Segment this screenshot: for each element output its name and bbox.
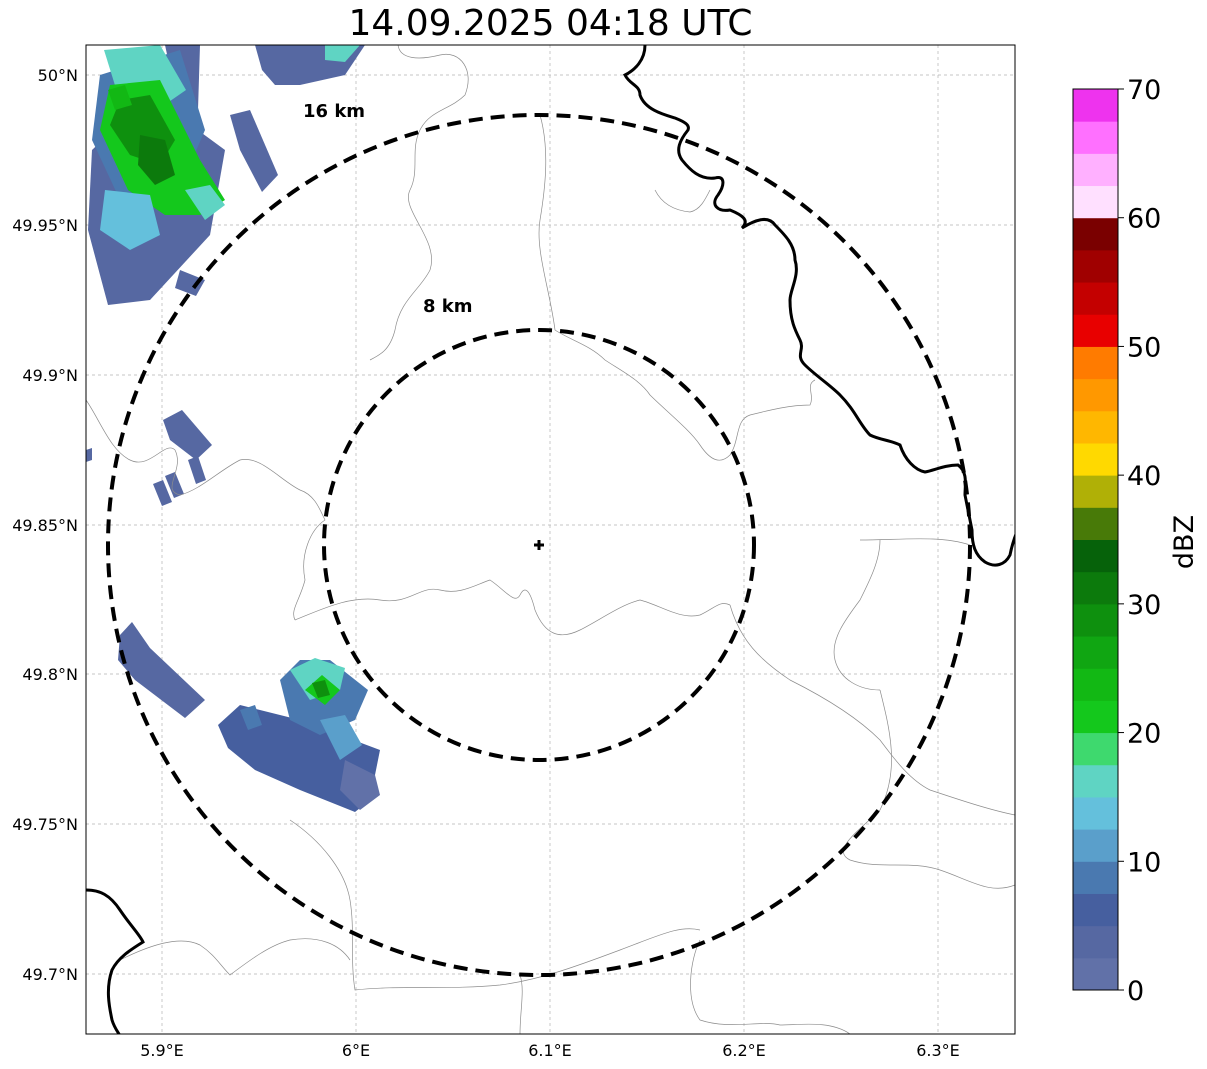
colorbar-swatch	[1073, 89, 1118, 122]
colorbar-frame	[1072, 88, 1119, 991]
colorbar-tick-label: 20	[1127, 719, 1161, 750]
colorbar-ticks: 0 10 20 30 40 50 60 70	[1118, 75, 1161, 1007]
colorbar-swatch	[1073, 185, 1118, 219]
colorbar-swatch	[1073, 700, 1118, 734]
range-ring-label-16km: 16 km	[303, 101, 365, 122]
colorbar-tick-label: 70	[1127, 75, 1161, 106]
map-title: 14.09.2025 04:18 UTC	[348, 3, 753, 44]
colorbar-swatch	[1073, 603, 1118, 637]
range-ring-16km	[106, 113, 972, 977]
map-frame	[85, 44, 1016, 1035]
lat-tick-label: 49.9°N	[22, 366, 78, 385]
colorbar-tick-label: 40	[1127, 461, 1161, 492]
colorbar-tick-label: 10	[1127, 847, 1161, 878]
lat-tick-label: 49.8°N	[22, 665, 78, 684]
lat-tick-label: 49.75°N	[12, 815, 78, 834]
colorbar-swatch	[1073, 153, 1118, 187]
lon-tick-label: 6°E	[342, 1041, 370, 1060]
colorbar: 0 10 20 30 40 50 60 70 dBZ	[1072, 75, 1200, 1007]
colorbar-swatch	[1073, 282, 1118, 315]
colorbar-swatch	[1073, 121, 1118, 154]
range-rings	[106, 113, 972, 977]
colorbar-swatch	[1073, 764, 1118, 798]
colorbar-swatch	[1073, 314, 1118, 347]
latitude-axis: 50°N 49.95°N 49.9°N 49.85°N 49.8°N 49.75…	[12, 66, 78, 984]
colorbar-swatch	[1073, 829, 1118, 862]
colorbar-swatch	[1073, 957, 1118, 991]
radar-echo-southwest	[118, 622, 380, 812]
radar-echo-northwest	[88, 45, 365, 305]
radar-echo-west	[86, 410, 212, 506]
range-ring-8km	[322, 328, 756, 762]
lat-tick-label: 49.7°N	[22, 965, 78, 984]
colorbar-tick-label: 50	[1127, 332, 1161, 363]
colorbar-swatch	[1073, 796, 1118, 830]
longitude-axis: 5.9°E 6°E 6.1°E 6.2°E 6.3°E	[140, 1041, 960, 1060]
colorbar-swatch	[1073, 410, 1118, 444]
colorbar-tick-label: 30	[1127, 590, 1161, 621]
colorbar-swatch	[1073, 507, 1118, 540]
admin-boundaries	[86, 45, 1015, 1034]
colorbar-swatch	[1073, 217, 1118, 251]
colorbar-swatch	[1073, 893, 1118, 927]
radar-site-marker	[534, 540, 544, 550]
lon-tick-label: 6.1°E	[528, 1041, 572, 1060]
colorbar-swatch	[1073, 861, 1118, 894]
colorbar-swatch	[1073, 249, 1118, 283]
map-background	[86, 45, 1015, 1034]
colorbar-swatches	[1073, 89, 1118, 991]
colorbar-swatch	[1073, 475, 1118, 508]
colorbar-swatch	[1073, 378, 1118, 412]
colorbar-tick-label: 60	[1127, 204, 1161, 235]
colorbar-label: dBZ	[1169, 515, 1200, 569]
colorbar-swatch	[1073, 668, 1118, 701]
lat-tick-label: 49.95°N	[12, 216, 78, 235]
lat-tick-label: 50°N	[38, 66, 78, 85]
lat-tick-label: 49.85°N	[12, 516, 78, 535]
country-border	[86, 45, 1015, 1034]
colorbar-swatch	[1073, 346, 1118, 380]
colorbar-swatch	[1073, 442, 1118, 476]
colorbar-swatch	[1073, 539, 1118, 573]
lon-tick-label: 5.9°E	[140, 1041, 184, 1060]
lon-tick-label: 6.3°E	[916, 1041, 960, 1060]
colorbar-tick-label: 0	[1127, 976, 1144, 1007]
lon-tick-label: 6.2°E	[722, 1041, 766, 1060]
colorbar-swatch	[1073, 925, 1118, 959]
colorbar-swatch	[1073, 571, 1118, 605]
range-ring-label-8km: 8 km	[423, 296, 473, 317]
colorbar-swatch	[1073, 732, 1118, 766]
colorbar-swatch	[1073, 636, 1118, 669]
map-gridlines	[86, 45, 1015, 1034]
